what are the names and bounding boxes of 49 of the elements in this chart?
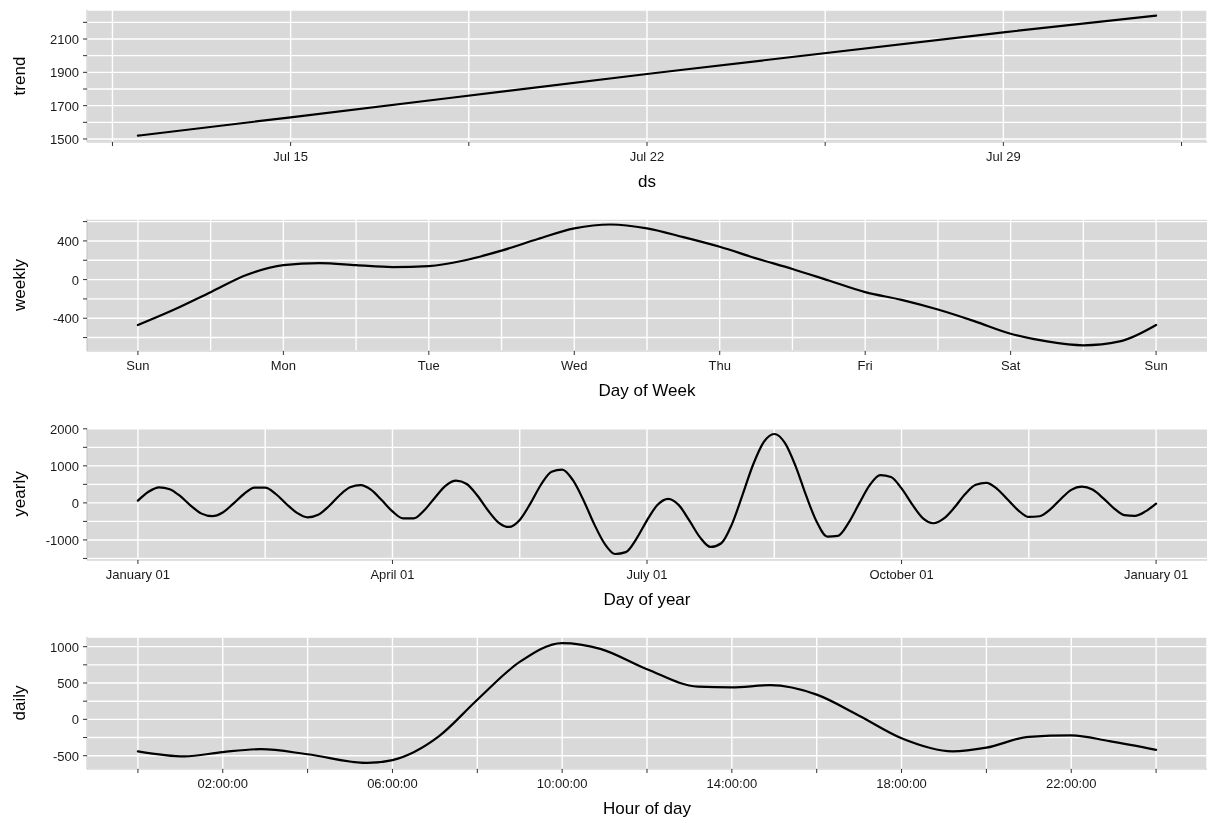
x-tick-label: Jul 15	[273, 149, 308, 165]
x-tick-label: 18:00:00	[876, 776, 927, 792]
y-axis-title: weekly	[9, 259, 29, 311]
y-axis-title: trend	[9, 56, 29, 96]
y-tick-label: 1500	[50, 131, 79, 147]
y-tick-label: -400	[52, 310, 79, 326]
y-axis-title: daily	[9, 685, 29, 721]
x-tick-label: Jul 22	[629, 149, 665, 165]
y-tick-label: -500	[52, 748, 79, 764]
x-tick-label: Sun	[126, 358, 150, 374]
x-axis-title: Day of Week	[598, 380, 696, 400]
x-axis-title: Day of year	[603, 589, 691, 609]
x-tick-label: Wed	[561, 358, 588, 374]
x-tick-label: Jul 29	[986, 149, 1021, 165]
x-tick-label: October 01	[869, 567, 934, 583]
x-tick-label: 22:00:00	[1045, 776, 1097, 792]
line-series	[136, 223, 1158, 347]
x-tick-label: April 01	[370, 567, 415, 583]
x-tick-label: Sun	[1144, 358, 1168, 374]
x-tick-label: 02:00:00	[197, 776, 249, 792]
x-tick-label: Mon	[270, 358, 297, 374]
y-tick-label: 1000	[50, 458, 79, 474]
y-tick-label: 0	[71, 272, 79, 288]
y-tick-label: 2100	[50, 31, 79, 47]
x-tick-label: 06:00:00	[367, 776, 418, 792]
y-tick-label: 1900	[50, 64, 79, 80]
y-tick-label: 1000	[50, 639, 79, 655]
line-series	[136, 432, 1158, 556]
y-axis-title: yearly	[9, 471, 29, 517]
line-series	[136, 641, 1158, 765]
x-tick-label: January 01	[1123, 567, 1189, 583]
y-tick-label: 1700	[50, 98, 79, 114]
y-tick-label: 0	[71, 711, 79, 727]
x-tick-label: January 01	[105, 567, 171, 583]
y-tick-label: 400	[57, 233, 79, 249]
x-tick-label: July 01	[626, 567, 668, 583]
x-axis-title: Hour of day	[603, 798, 691, 818]
x-tick-label: Tue	[417, 358, 440, 374]
x-tick-label: Thu	[708, 358, 731, 374]
y-tick-label: 2000	[50, 421, 79, 437]
y-tick-label: 500	[57, 675, 79, 691]
y-tick-label: 0	[71, 495, 79, 511]
x-tick-label: 10:00:00	[536, 776, 588, 792]
x-tick-label: 14:00:00	[706, 776, 758, 792]
x-tick-label: Fri	[857, 358, 873, 374]
y-tick-label: -1000	[45, 532, 79, 548]
line-series	[136, 14, 1158, 137]
x-axis-title: ds	[638, 171, 656, 191]
x-tick-label: Sat	[1000, 358, 1021, 374]
